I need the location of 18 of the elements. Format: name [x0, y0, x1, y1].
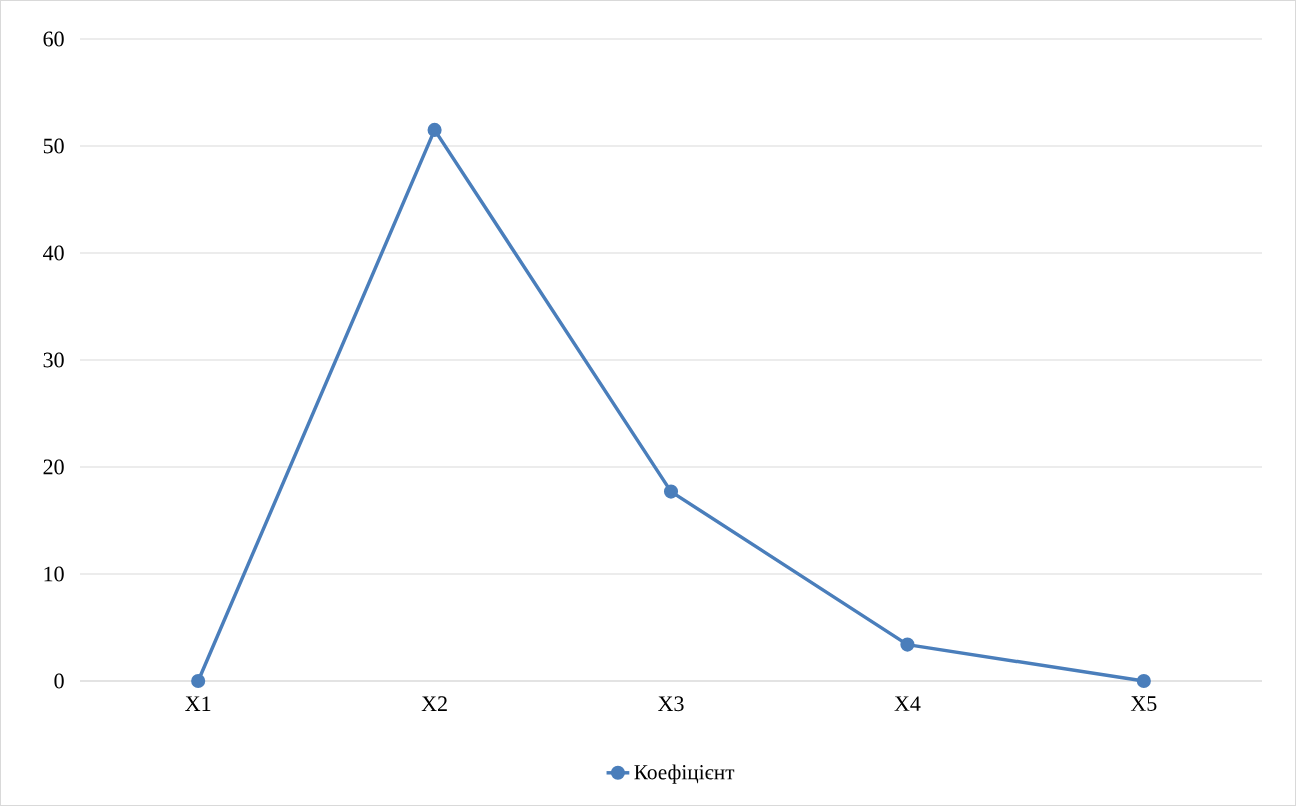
y-tick-label: 40: [43, 245, 64, 261]
y-tick-label: 20: [43, 459, 64, 475]
x-tick-label: X2: [421, 696, 447, 711]
x-tick-label: X1: [185, 696, 211, 711]
point: [427, 122, 442, 138]
point: [663, 484, 679, 499]
point: [191, 673, 206, 689]
point: [900, 637, 915, 652]
point: [1136, 673, 1151, 689]
y-tick-label: 60: [43, 31, 64, 47]
x-tick-label: X4: [894, 696, 921, 711]
y-tick-label: 30: [43, 352, 64, 368]
y-tick-label: 0: [54, 673, 64, 689]
y-tick-label: 10: [44, 566, 64, 582]
x-tick-label: X3: [658, 696, 684, 712]
y-tick-label: 50: [43, 138, 64, 154]
legend-label: Коефіцієнт: [634, 764, 735, 784]
x-tick-label: X5: [1130, 696, 1157, 711]
